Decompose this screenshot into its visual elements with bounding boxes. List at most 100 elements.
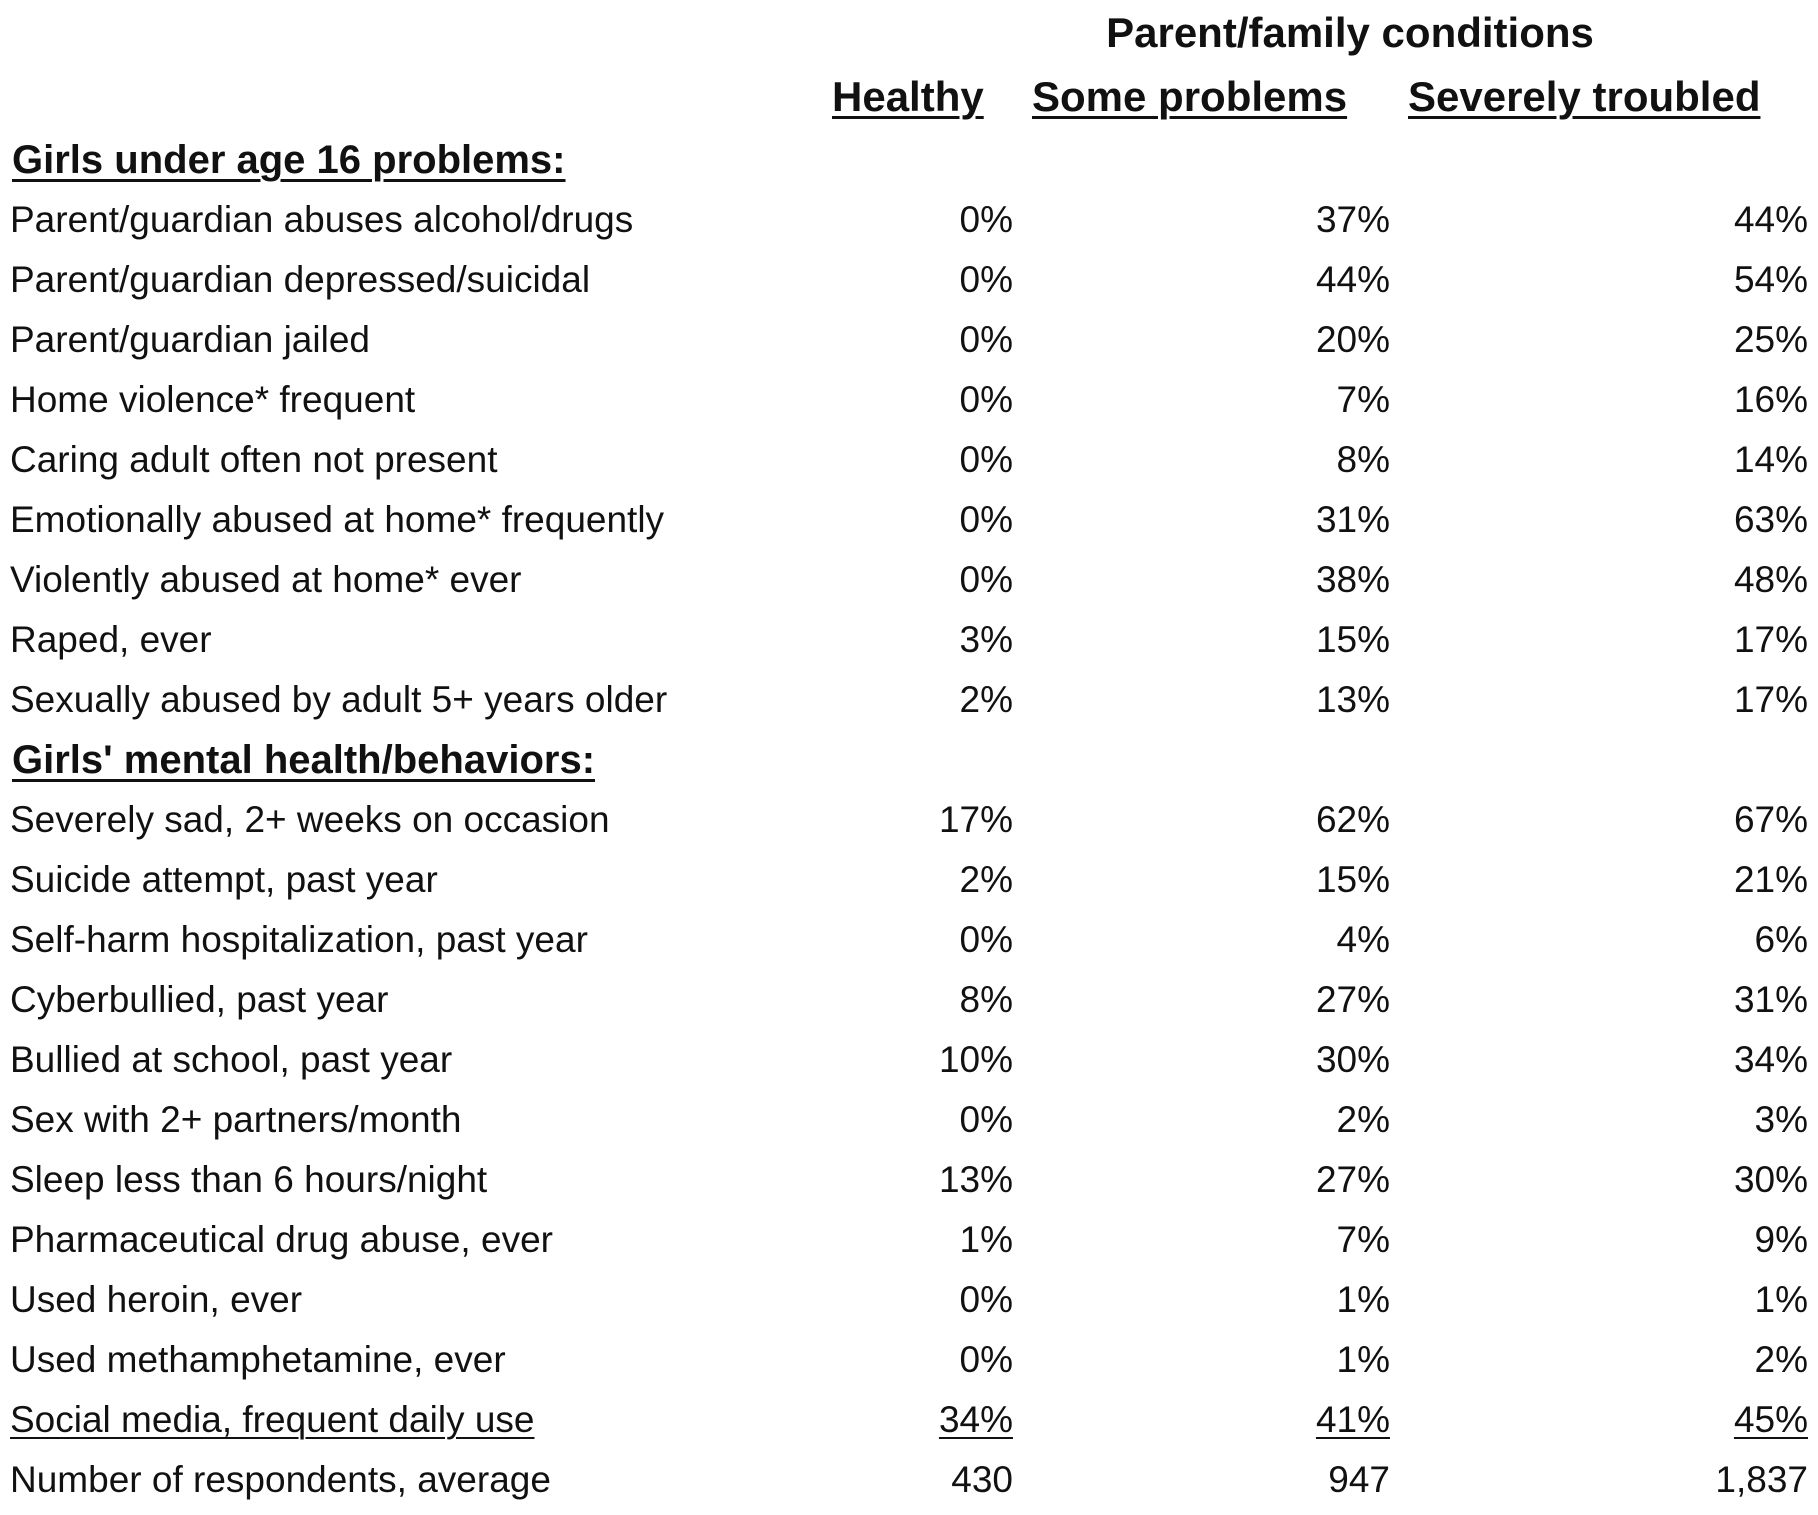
cell-some-problems: 8%	[1336, 439, 1390, 480]
cell-severely-troubled: 21%	[1733, 859, 1808, 900]
cell-severely-troubled: 45%	[1733, 1399, 1808, 1440]
table-row: Cyberbullied, past year 8% 27% 31%	[0, 970, 1818, 1030]
row-label: Home violence* frequent	[10, 379, 416, 420]
table-row: Sex with 2+ partners/month 0% 2% 3%	[0, 1090, 1818, 1150]
row-label: Social media, frequent daily use	[10, 1399, 535, 1440]
cell-severely-troubled: 44%	[1733, 199, 1808, 240]
cell-healthy: 0%	[959, 319, 1013, 360]
table-row: Bullied at school, past year 10% 30% 34%	[0, 1030, 1818, 1090]
cell-some-problems: 38%	[1315, 559, 1390, 600]
cell-healthy: 1%	[959, 1219, 1013, 1260]
cell-healthy: 2%	[959, 679, 1013, 720]
column-header-severely-troubled: Severely troubled	[1408, 73, 1761, 120]
cell-healthy: 0%	[959, 1339, 1013, 1380]
row-label: Parent/guardian depressed/suicidal	[10, 259, 591, 300]
cell-some-problems: 7%	[1336, 379, 1390, 420]
row-label: Number of respondents, average	[10, 1459, 551, 1500]
table-row: Sleep less than 6 hours/night 13% 27% 30…	[0, 1150, 1818, 1210]
row-label: Suicide attempt, past year	[10, 859, 438, 900]
cell-severely-troubled: 6%	[1754, 919, 1808, 960]
cell-severely-troubled: 17%	[1733, 679, 1808, 720]
section-header-row: Girls' mental health/behaviors:	[0, 730, 1818, 790]
cell-some-problems: 27%	[1315, 1159, 1390, 1200]
cell-some-problems: 1%	[1336, 1339, 1390, 1380]
cell-some-problems: 4%	[1336, 919, 1390, 960]
cell-severely-troubled: 63%	[1733, 499, 1808, 540]
cell-severely-troubled: 1,837	[1715, 1459, 1808, 1500]
section-header-row: Girls under age 16 problems:	[0, 130, 1818, 190]
table-row: Self-harm hospitalization, past year 0% …	[0, 910, 1818, 970]
cell-healthy: 0%	[959, 1099, 1013, 1140]
column-header-healthy: Healthy	[832, 73, 984, 120]
table-row: Suicide attempt, past year 2% 15% 21%	[0, 850, 1818, 910]
cell-some-problems: 7%	[1336, 1219, 1390, 1260]
row-label: Sexually abused by adult 5+ years older	[10, 679, 668, 720]
row-label: Bullied at school, past year	[10, 1039, 453, 1080]
cell-healthy: 2%	[959, 859, 1013, 900]
table-row: Sexually abused by adult 5+ years older …	[0, 670, 1818, 730]
row-label: Sex with 2+ partners/month	[10, 1099, 462, 1140]
cell-severely-troubled: 30%	[1733, 1159, 1808, 1200]
cell-healthy: 0%	[959, 199, 1013, 240]
cell-healthy: 0%	[959, 1279, 1013, 1320]
cell-healthy: 10%	[938, 1039, 1013, 1080]
table-row-respondents: Number of respondents, average 430 947 1…	[0, 1450, 1818, 1510]
table-row: Social media, frequent daily use 34% 41%…	[0, 1390, 1818, 1450]
cell-severely-troubled: 25%	[1733, 319, 1808, 360]
cell-severely-troubled: 1%	[1754, 1279, 1808, 1320]
cell-some-problems: 2%	[1336, 1099, 1390, 1140]
cell-severely-troubled: 2%	[1754, 1339, 1808, 1380]
cell-some-problems: 41%	[1315, 1399, 1390, 1440]
row-label: Violently abused at home* ever	[10, 559, 522, 600]
row-label: Parent/guardian abuses alcohol/drugs	[10, 199, 634, 240]
table-row: Caring adult often not present 0% 8% 14%	[0, 430, 1818, 490]
row-label: Pharmaceutical drug abuse, ever	[10, 1219, 553, 1260]
cell-severely-troubled: 9%	[1754, 1219, 1808, 1260]
cell-severely-troubled: 34%	[1733, 1039, 1808, 1080]
cell-healthy: 430	[951, 1459, 1013, 1500]
table-row: Parent/guardian depressed/suicidal 0% 44…	[0, 250, 1818, 310]
section-title-girls-mental-health-behaviors: Girls' mental health/behaviors:	[12, 738, 596, 782]
cell-healthy: 34%	[938, 1399, 1013, 1440]
table-row: Parent/guardian jailed 0% 20% 25%	[0, 310, 1818, 370]
cell-severely-troubled: 31%	[1733, 979, 1808, 1020]
cell-healthy: 0%	[959, 439, 1013, 480]
cell-some-problems: 13%	[1315, 679, 1390, 720]
cell-healthy: 3%	[959, 619, 1013, 660]
super-header-parent-family-conditions: Parent/family conditions	[1106, 9, 1594, 56]
row-label: Emotionally abused at home* frequently	[10, 499, 665, 540]
table-row: Raped, ever 3% 15% 17%	[0, 610, 1818, 670]
cell-severely-troubled: 48%	[1733, 559, 1808, 600]
cell-severely-troubled: 16%	[1733, 379, 1808, 420]
cell-healthy: 13%	[938, 1159, 1013, 1200]
cell-some-problems: 62%	[1315, 799, 1390, 840]
row-label: Raped, ever	[10, 619, 212, 660]
cell-some-problems: 947	[1328, 1459, 1390, 1500]
cell-some-problems: 27%	[1315, 979, 1390, 1020]
row-label: Severely sad, 2+ weeks on occasion	[10, 799, 610, 840]
row-label: Caring adult often not present	[10, 439, 498, 480]
cell-healthy: 8%	[959, 979, 1013, 1020]
table-row: Parent/guardian abuses alcohol/drugs 0% …	[0, 190, 1818, 250]
cell-healthy: 0%	[959, 259, 1013, 300]
cell-some-problems: 1%	[1336, 1279, 1390, 1320]
cell-severely-troubled: 3%	[1754, 1099, 1808, 1140]
table-row: Pharmaceutical drug abuse, ever 1% 7% 9%	[0, 1210, 1818, 1270]
cell-healthy: 0%	[959, 919, 1013, 960]
cell-severely-troubled: 14%	[1733, 439, 1808, 480]
table-body: Girls under age 16 problems: Parent/guar…	[0, 130, 1818, 1510]
cell-severely-troubled: 54%	[1733, 259, 1808, 300]
cell-severely-troubled: 17%	[1733, 619, 1808, 660]
row-label: Parent/guardian jailed	[10, 319, 370, 360]
cell-some-problems: 44%	[1315, 259, 1390, 300]
cell-some-problems: 20%	[1315, 319, 1390, 360]
cell-some-problems: 15%	[1315, 859, 1390, 900]
cell-healthy: 0%	[959, 499, 1013, 540]
table-row: Severely sad, 2+ weeks on occasion 17% 6…	[0, 790, 1818, 850]
row-label: Sleep less than 6 hours/night	[10, 1159, 488, 1200]
cell-healthy: 0%	[959, 379, 1013, 420]
table-row: Used methamphetamine, ever 0% 1% 2%	[0, 1330, 1818, 1390]
cell-healthy: 0%	[959, 559, 1013, 600]
cell-healthy: 17%	[938, 799, 1013, 840]
